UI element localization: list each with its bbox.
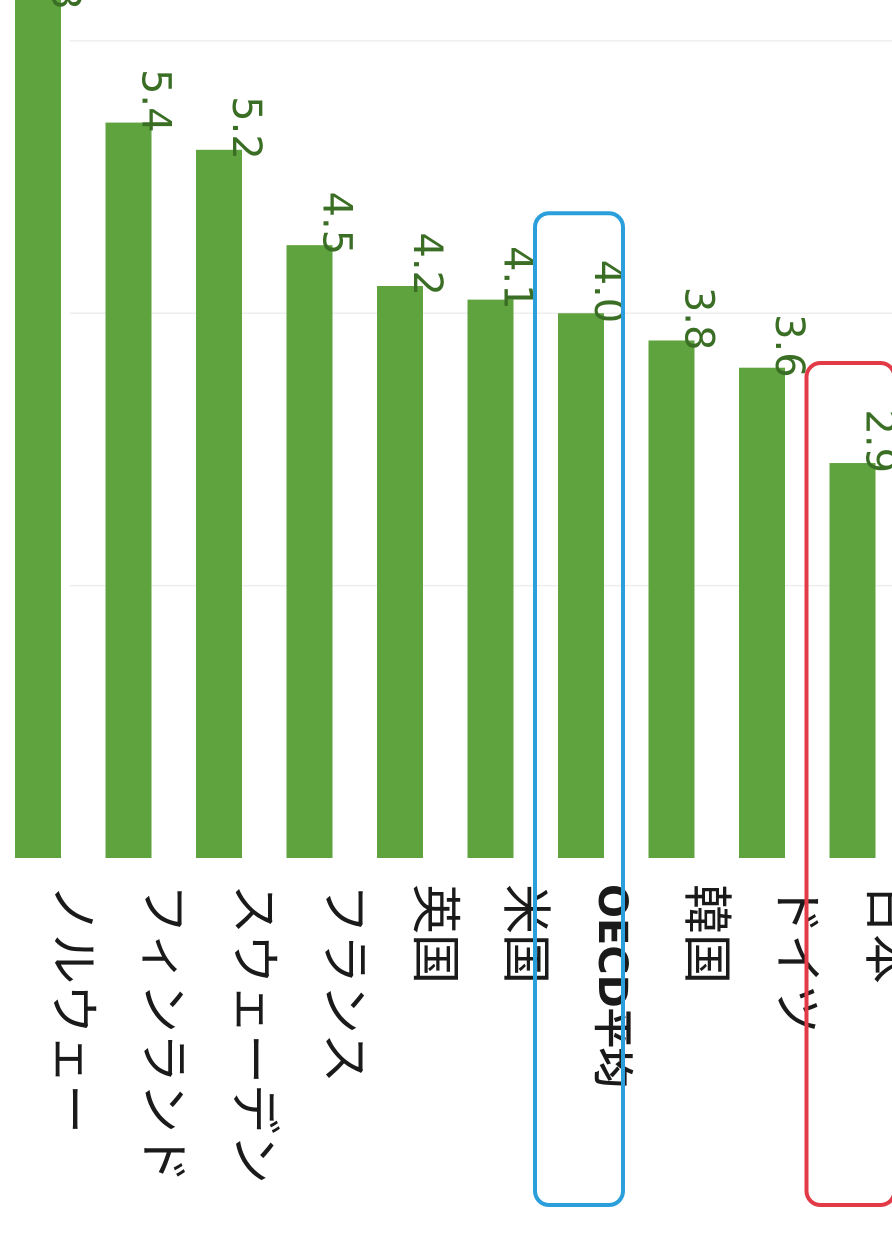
category-label-cat-7: 韓国 [678,884,736,984]
category-label-cat-3: フランス [316,884,374,1083]
bar-cat-1 [105,122,152,859]
category-label-cat-8: ドイツ [768,884,826,1034]
highlight-box-2 [804,361,892,1207]
value-label-cat-7: 3.8 [676,287,722,351]
category-label-cat-1: フィンランド [135,884,193,1183]
value-label-cat-5: 4.1 [495,246,541,310]
bar-cat-9 [829,463,876,858]
value-label-cat-0: 6.3 [42,0,88,10]
bar-cat-3 [286,245,333,859]
value-label-cat-9: 2.9 [857,409,892,473]
value-label-cat-8: 3.6 [766,314,812,378]
bar-cat-8 [739,367,785,858]
category-label-cat-5: 米国 [497,884,555,984]
value-label-cat-1: 5.4 [133,69,179,133]
category-label-cat-6: OECD平均 [589,884,635,1088]
highlight-box-1 [533,211,625,1207]
bar-cat-7 [648,340,695,858]
category-labels: ノルウェー フィンランド スウェーデン フランス 英国 米国 OECD平均 韓国 ドイツ 日本 [44,884,892,1184]
value-label-cat-2: 5.2 [223,96,269,160]
bar-cat-2 [196,149,242,859]
category-label-cat-9: 日本 [859,884,892,984]
bar-cat-0 [15,0,61,858]
bars [15,0,876,859]
category-label-cat-0: ノルウェー [44,884,102,1134]
highlight-boxes [533,211,892,1207]
category-label-cat-2: スウェーデン [225,884,283,1184]
value-label-cat-4: 4.2 [404,232,450,296]
bar-cat-6 [558,313,604,858]
value-label-cat-3: 4.5 [314,192,360,256]
category-label-cat-4: 英国 [406,884,464,984]
bar-cat-5 [467,299,514,859]
bar-cat-4 [377,286,423,858]
